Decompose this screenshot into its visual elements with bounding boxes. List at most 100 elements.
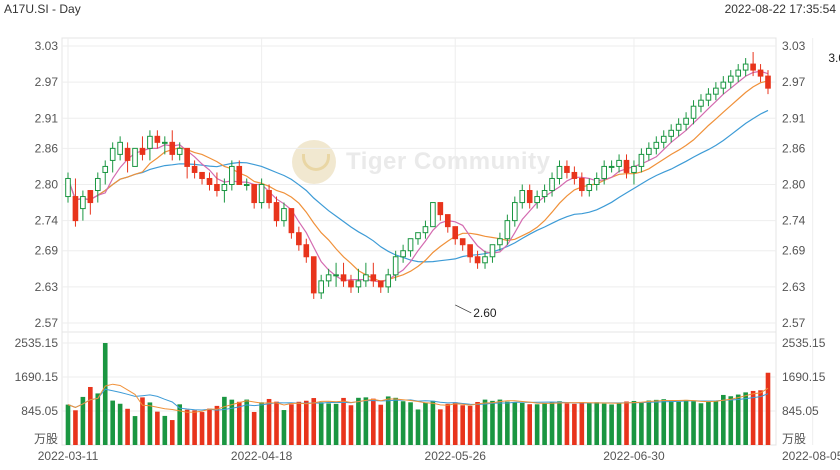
candle-up [556,165,563,179]
volume-bar [505,401,510,445]
candle-down [474,256,481,264]
volume-bar [110,400,115,445]
candle-up [415,232,421,240]
plot-frame [61,37,777,446]
price-tick-label-left: 2.63 [35,280,59,294]
candle-up [534,196,540,204]
volume-bar [333,403,339,445]
candle-down [288,208,295,234]
volume-bar [653,399,659,445]
volume-bar [676,401,681,445]
candle-down [199,171,205,179]
candle-up [549,177,555,192]
volume-bar [713,400,719,445]
volume-bar [735,394,741,445]
price-tick-label-left: 2.57 [35,316,59,330]
volume-bar [609,404,614,445]
volume-tick-label-right: 2535.15 [782,336,826,350]
volume-tick-label-left: 845.05 [21,404,58,418]
volume-bar [557,401,562,445]
volume-bar [542,403,547,445]
price-tick-label-right: 2.91 [782,111,806,125]
volume-bar [721,394,726,445]
volume-bar [497,399,503,445]
volume-bar [266,398,272,445]
candle-up [400,250,406,258]
volume-bar [65,404,71,445]
candle-down [370,274,377,282]
candle-down [757,69,764,77]
candle-up [675,123,682,131]
candle-down [214,184,220,192]
volume-bar [564,403,570,445]
volume-bar [326,403,331,445]
price-tick-label-right: 2.69 [782,244,806,258]
price-tick-label-left: 2.97 [35,75,59,89]
date-tick-label: 2022-03-11 [38,449,99,463]
volume-bar [706,401,711,445]
volume-bar [393,397,398,445]
candle-up [281,208,287,222]
volume-bar [192,410,197,445]
volume-bar [356,397,361,445]
candle-down [169,141,176,155]
watermark-text: Tiger Community [346,148,551,175]
volume-bar [102,343,108,445]
volume-bar [423,402,428,445]
candle-up [162,141,168,144]
volume-bar [378,404,384,445]
volume-bar [73,410,78,445]
volume-bar [519,402,525,445]
volume-bar [586,402,592,445]
symbol-label: A17U.SI - Day [4,2,81,16]
candle-up [176,147,183,155]
volume-bar [251,411,257,445]
candle-down [444,214,451,228]
volume-bar [534,404,540,445]
volume-bar [88,386,93,445]
volume-bar [624,401,629,445]
volume-ma5-line [67,383,769,413]
volume-bar [668,400,674,445]
price-tick-label-right: 2.74 [782,214,806,228]
candle-up [601,165,607,179]
volume-bar [281,410,287,445]
candle-up [720,81,727,89]
candle-up [430,202,436,228]
candle-up [586,184,593,192]
candle-up [646,147,652,155]
volume-bar [616,402,622,445]
candle-up [504,220,511,240]
annotation-label: 3.00 [828,51,840,65]
volume-bar [341,397,346,445]
volume-bar [207,408,212,445]
tiger-logo-icon [292,140,336,184]
volume-bar [318,402,324,445]
volume-bar [371,398,376,445]
volume-bar [274,401,279,445]
candle-up [690,105,697,119]
date-tick-label: 2022-04-18 [231,449,293,463]
candle-up [132,147,138,167]
candle-up [638,153,645,167]
candle-down [87,190,94,204]
volume-bar [728,396,734,445]
volume-bar [125,408,130,445]
candle-up [512,202,518,222]
candle-up [489,244,496,258]
volume-bar [229,399,235,445]
candle-down [348,280,354,288]
volume-bar [199,412,205,445]
candle-up [80,196,86,210]
candle-down [310,256,317,294]
volume-bar [222,396,227,445]
candle-down [579,177,585,192]
date-tick-label: 2022-06-30 [603,449,665,463]
candle-up [325,274,332,282]
volume-bar [236,401,242,445]
candle-up [385,274,392,288]
candle-down [139,147,146,155]
volume-bar [549,401,555,445]
candle-up [631,165,637,173]
volume-bar [698,403,704,445]
